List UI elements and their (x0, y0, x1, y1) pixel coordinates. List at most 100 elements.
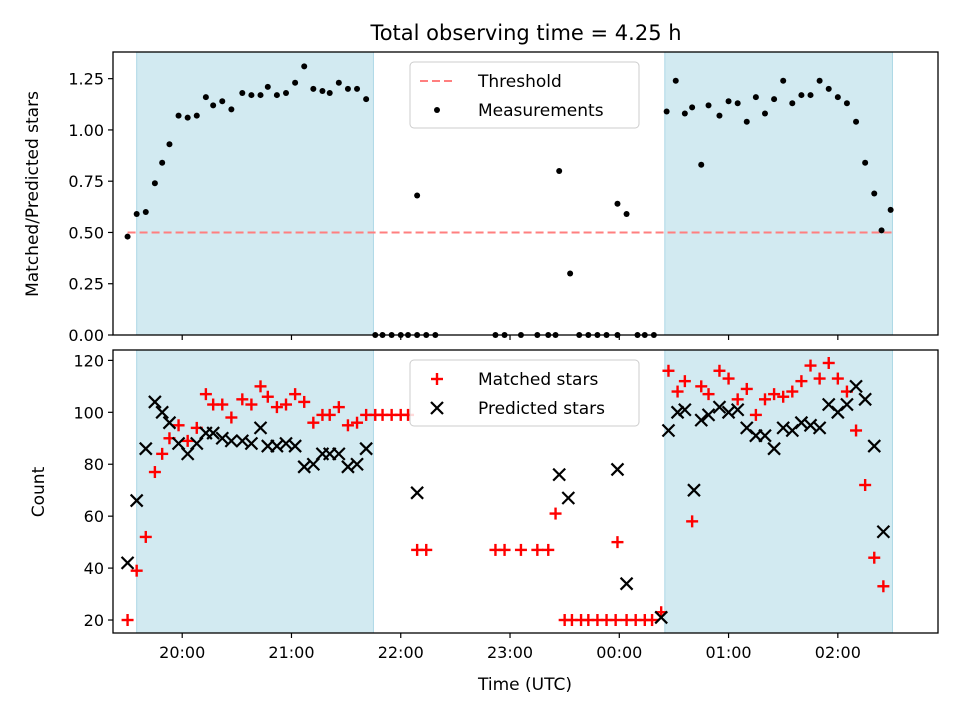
bottom-x-point-27 (350, 457, 364, 472)
x-tick-label-1: 20:00 (159, 643, 205, 662)
top-dot-point-20 (292, 79, 299, 86)
x-axis-label: Time (UTC) (477, 675, 572, 695)
bottom-plus-point-39 (531, 543, 544, 556)
bottom-plus-point-59 (695, 380, 708, 393)
top-dot-point-73 (816, 77, 823, 84)
bottom-plus-point-8 (181, 434, 194, 447)
bottom-plus-point-3 (139, 530, 152, 543)
bottom-plus-point-14 (236, 393, 249, 406)
bottom-x-point-32 (610, 462, 625, 477)
x-tick-label-2: 21:00 (268, 643, 314, 662)
top-y-tick-label-4: 0.75 (68, 172, 104, 191)
bottom-x-point-36 (670, 405, 685, 420)
top-dot-point-11 (210, 102, 217, 109)
bottom-plus-point-68 (777, 390, 790, 403)
top-y-tick-label-2: 0.25 (68, 275, 104, 294)
top-y-tick-label-6: 1.25 (68, 70, 104, 89)
top-dot-point-75 (834, 94, 841, 101)
bottom-y-tick-label-2: 40 (84, 559, 104, 578)
top-dot-point-80 (878, 227, 885, 234)
bottom-plus-point-78 (868, 551, 881, 564)
top-plot-frame (112, 51, 939, 336)
top-dot-point-74 (825, 85, 832, 92)
bottom-plus-point-62 (722, 372, 735, 385)
bottom-plus-point-61 (713, 364, 726, 377)
bottom-plus-point-2 (130, 564, 143, 577)
top-dot-point-51 (614, 200, 621, 207)
bottom-legend-swatch-1 (431, 373, 443, 385)
top-dot-point-13 (228, 106, 235, 113)
bottom-legend-box (409, 359, 640, 427)
top-dot-point-78 (862, 159, 869, 166)
bottom-x-point-39 (694, 413, 709, 427)
bottom-plus-point-57 (678, 375, 691, 388)
top-dot-point-37 (414, 192, 421, 199)
bottom-y-axis-label: Count (29, 466, 49, 517)
bottom-plus-point-41 (549, 507, 562, 520)
bottom-plus-point-19 (280, 398, 293, 411)
chart-title: Total observing time = 4.25 h (369, 21, 681, 45)
bottom-plus-point-67 (768, 388, 781, 401)
top-legend-label-2: Measurements (478, 101, 604, 121)
bottom-plus-point-72 (813, 372, 826, 385)
top-dot-point-66 (752, 94, 759, 101)
top-dot-point-56 (663, 108, 670, 115)
bottom-x-point-2 (129, 493, 144, 508)
bottom-plus-point-5 (156, 447, 169, 460)
bottom-plus-point-27 (351, 416, 364, 429)
bottom-x-point-35 (661, 423, 676, 438)
bottom-x-point-52 (812, 421, 827, 435)
top-dot-point-25 (335, 79, 342, 86)
top-dot-point-81 (887, 206, 894, 213)
bottom-x-point-28 (359, 441, 373, 456)
top-shaded-interval-1 (136, 51, 374, 336)
top-dot-point-22 (310, 85, 317, 92)
top-legend-swatch-2 (434, 107, 440, 113)
bottom-plus-point-24 (323, 408, 336, 421)
bottom-x-point-37 (678, 402, 692, 417)
bottom-plus-point-17 (261, 390, 274, 403)
bottom-x-point-40 (701, 408, 716, 422)
x-tick-label-3: 22:00 (378, 643, 424, 662)
bottom-plus-point-71 (804, 359, 817, 372)
bottom-plus-point-20 (289, 388, 302, 401)
bottom-x-point-33 (619, 576, 634, 591)
top-dot-point-4 (151, 180, 158, 187)
bottom-x-point-38 (687, 483, 701, 497)
bottom-plus-point-64 (740, 382, 753, 395)
top-dot-point-26 (344, 85, 351, 92)
top-dot-point-21 (301, 63, 308, 70)
top-dot-point-10 (202, 94, 209, 101)
bottom-x-point-20 (288, 439, 302, 453)
bottom-x-point-57 (858, 392, 872, 407)
bottom-plus-point-70 (795, 375, 808, 388)
bottom-x-point-4 (148, 395, 162, 409)
bottom-x-point-5 (155, 405, 169, 420)
bottom-panel: 20 40 60 80 100 120 20:00 21:00 22:00 23:00 00:00… (29, 349, 939, 695)
top-dot-point-69 (780, 77, 787, 84)
bottom-plus-point-79 (877, 580, 890, 593)
top-dot-point-19 (283, 90, 290, 97)
top-dot-point-72 (807, 92, 814, 99)
bottom-y-tick-label-1: 20 (84, 611, 104, 630)
bottom-x-point-46 (758, 428, 772, 443)
bottom-x-point-25 (332, 447, 346, 461)
top-dot-point-14 (239, 90, 246, 97)
bottom-plot-frame (112, 349, 939, 634)
top-dot-point-59 (689, 104, 696, 111)
bottom-x-point-1 (120, 556, 135, 570)
bottom-plus-point-56 (671, 385, 684, 398)
top-panel: 0.00 0.25 0.50 0.75 1.00 1.25 Matched/Predict… (23, 51, 939, 345)
bottom-x-point-6 (162, 415, 177, 430)
top-dot-point-15 (248, 92, 255, 99)
top-dot-point-61 (705, 102, 712, 109)
bottom-plus-point-66 (758, 393, 771, 406)
bottom-plus-point-1 (121, 614, 134, 627)
bottom-x-point-15 (244, 436, 259, 451)
top-dot-point-76 (843, 100, 850, 107)
top-dot-point-79 (871, 190, 878, 197)
top-dot-point-1 (124, 233, 131, 240)
top-dot-point-3 (142, 208, 149, 215)
bottom-plus-point-53 (646, 614, 659, 627)
